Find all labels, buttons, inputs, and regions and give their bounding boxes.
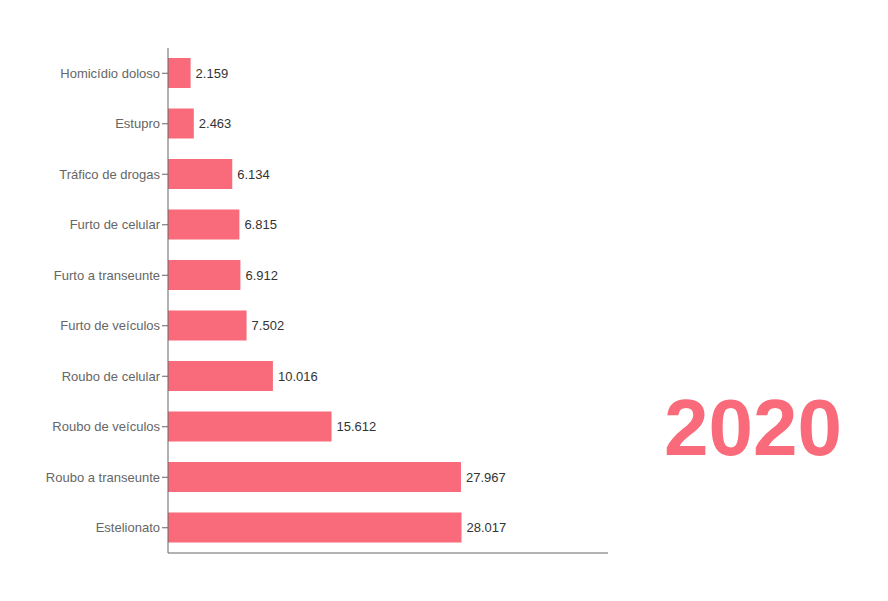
svg-text:Estelionato: Estelionato [96, 520, 160, 535]
svg-text:Homicídio doloso: Homicídio doloso [60, 66, 160, 81]
svg-text:28.017: 28.017 [467, 520, 507, 535]
svg-text:15.612: 15.612 [337, 419, 377, 434]
svg-text:Roubo de celular: Roubo de celular [62, 369, 161, 384]
svg-text:Furto de celular: Furto de celular [70, 217, 161, 232]
svg-text:Furto a transeunte: Furto a transeunte [54, 268, 160, 283]
svg-text:Roubo de veículos: Roubo de veículos [52, 419, 160, 434]
svg-text:2.463: 2.463 [199, 116, 232, 131]
html-text:2020: 2020 [664, 383, 842, 472]
svg-text:2.159: 2.159 [196, 66, 229, 81]
svg-text:Furto de veículos: Furto de veículos [60, 318, 160, 333]
svg-text:6.912: 6.912 [245, 268, 278, 283]
svg-text:Roubo a transeunte: Roubo a transeunte [46, 470, 160, 485]
svg-text:6.134: 6.134 [237, 167, 270, 182]
svg-text:27.967: 27.967 [466, 470, 506, 485]
svg-text:Tráfico de drogas: Tráfico de drogas [59, 167, 160, 182]
svg-text:6.815: 6.815 [244, 217, 277, 232]
svg-text:Estupro: Estupro [115, 116, 160, 131]
svg-text:10.016: 10.016 [278, 369, 318, 384]
svg-text:7.502: 7.502 [252, 318, 285, 333]
